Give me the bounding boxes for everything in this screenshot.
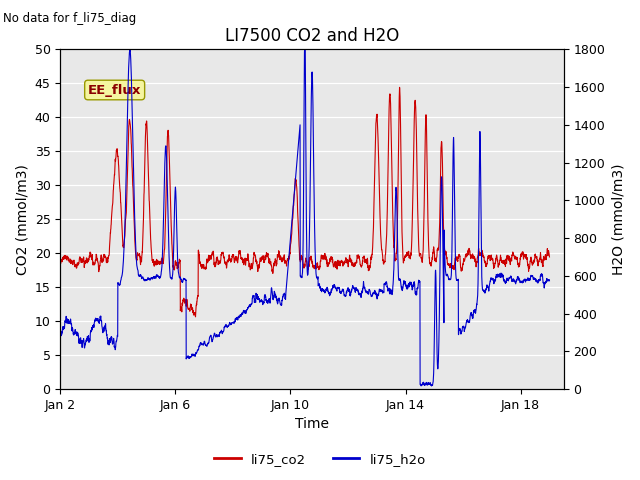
Title: LI7500 CO2 and H2O: LI7500 CO2 and H2O [225,27,399,45]
Text: EE_flux: EE_flux [88,84,141,96]
X-axis label: Time: Time [295,418,329,432]
Y-axis label: H2O (mmol/m3): H2O (mmol/m3) [611,164,625,275]
Legend: li75_co2, li75_h2o: li75_co2, li75_h2o [209,447,431,471]
Y-axis label: CO2 (mmol/m3): CO2 (mmol/m3) [15,164,29,275]
Text: No data for f_li75_diag: No data for f_li75_diag [3,12,136,25]
